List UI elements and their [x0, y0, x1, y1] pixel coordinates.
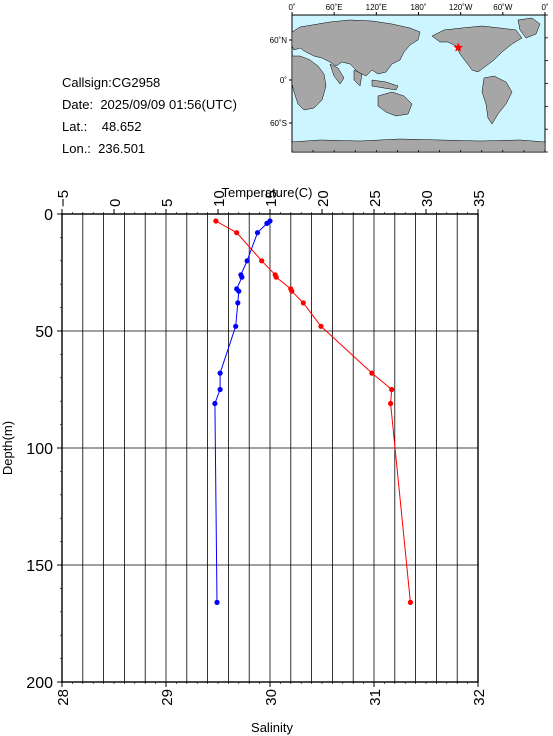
- salinity-data-point: [254, 230, 261, 236]
- salinity-axis-label: Salinity: [251, 720, 293, 735]
- salinity-data-point: [236, 288, 242, 294]
- temperature-data-point: [213, 218, 219, 224]
- temperature-profile-line: [215, 220, 411, 603]
- temperature-data-point: [234, 230, 240, 236]
- salinity-data-point: [235, 300, 241, 306]
- land-australia: [377, 91, 413, 117]
- lat-value: 48.652: [101, 119, 142, 134]
- temperature-data-point: [318, 323, 324, 329]
- temperature-tick-label: 5: [159, 199, 176, 207]
- salinity-data-point: [244, 258, 250, 264]
- callsign-row: Callsign:CG2958: [62, 72, 237, 94]
- temperature-data-point: [289, 288, 295, 294]
- date-label: Date:: [62, 97, 94, 112]
- salinity-data-point: [217, 386, 223, 393]
- temperature-data-point: [369, 370, 375, 376]
- temperature-data-point: [273, 274, 279, 280]
- station-marker: [453, 42, 463, 52]
- land-eurasia: [291, 19, 421, 77]
- salinity-data-point: [233, 323, 239, 329]
- salinity-data-point: [264, 220, 270, 226]
- salinity-data-point: [214, 599, 220, 606]
- land-arabia-india: [329, 63, 363, 87]
- temperature-tick-label: 35: [471, 190, 488, 207]
- salinity-data-point: [212, 400, 218, 407]
- lat-label: Lat.:: [62, 119, 88, 134]
- map-top-tick-label: 0˚: [288, 3, 295, 12]
- chart-series: [212, 218, 413, 606]
- temperature-data-point: [388, 400, 394, 407]
- map-land: [291, 17, 546, 153]
- depth-tick-label: 150: [26, 558, 53, 575]
- land-south-america: [481, 75, 513, 125]
- temperature-data-point: [259, 258, 265, 264]
- salinity-data-point: [239, 274, 245, 280]
- map-top-tick-label: 60˚W: [493, 3, 513, 12]
- lon-row: Lon.: 236.501: [62, 138, 237, 160]
- callsign-label: Callsign:: [62, 75, 112, 90]
- chart-grid: [62, 214, 478, 682]
- map-top-tick-label: 120˚W: [449, 3, 473, 12]
- depth-tick-label: 50: [35, 324, 53, 341]
- temperature-tick-label: 10: [211, 190, 228, 207]
- map-left-tick-label: 60˚N: [270, 36, 288, 45]
- depth-tick-label: 100: [26, 441, 53, 458]
- temperature-tick-label: 30: [419, 190, 436, 207]
- land-indonesia: [371, 79, 399, 91]
- map-top-tick-label: 120˚E: [366, 3, 387, 12]
- lat-row: Lat.: 48.652: [62, 116, 237, 138]
- salinity-tick-label: 29: [159, 689, 176, 706]
- salinity-tick-label: 30: [263, 689, 280, 706]
- temperature-data-point: [407, 599, 413, 606]
- map-frame-ticks: 0˚ 60˚E 120˚E 180˚ 120˚W 60˚W 0˚ 60˚N 0˚ 60˚S: [270, 3, 549, 153]
- temperature-axis-label: Temperature(C): [221, 185, 312, 200]
- salinity-tick-label: 32: [471, 689, 488, 706]
- temperature-tick-label: 15: [263, 190, 280, 207]
- temperature-tick-label: 25: [367, 190, 384, 207]
- salinity-tick-label: 31: [367, 689, 384, 706]
- map-top-tick-label: 0˚: [541, 3, 548, 12]
- land-africa: [291, 55, 327, 111]
- map-left-tick-label: 60˚S: [270, 119, 287, 128]
- map-left-tick-label: 0˚: [280, 76, 287, 85]
- salinity-data-point: [217, 370, 223, 376]
- salinity-tick-label: 28: [55, 689, 72, 706]
- temperature-tick-label: −5: [55, 190, 72, 207]
- temperature-data-point: [300, 300, 306, 306]
- map-top-tick-label: 180˚: [410, 3, 426, 12]
- map-top-tick-label: 60˚E: [326, 3, 343, 12]
- depth-axis-label: Depth(m): [0, 421, 15, 475]
- land-greenland: [517, 17, 541, 39]
- temperature-tick-label: 20: [315, 190, 332, 207]
- date-value: 2025/09/09 01:56(UTC): [100, 97, 237, 112]
- lon-label: Lon.:: [62, 141, 91, 156]
- temperature-tick-label: 0: [107, 199, 124, 207]
- depth-tick-label: 200: [26, 675, 53, 692]
- lon-value: 236.501: [98, 141, 146, 156]
- station-star-marker: [453, 42, 463, 52]
- station-info: Callsign:CG2958 Date: 2025/09/09 01:56(U…: [62, 72, 237, 160]
- callsign-value: CG2958: [111, 75, 161, 90]
- date-row: Date: 2025/09/09 01:56(UTC): [62, 94, 237, 116]
- temperature-data-point: [389, 386, 395, 393]
- depth-tick-label: 0: [44, 207, 53, 224]
- location-map: 0˚ 60˚E 120˚E 180˚ 120˚W 60˚W 0˚ 60˚N 0˚ 60˚S: [270, 3, 549, 153]
